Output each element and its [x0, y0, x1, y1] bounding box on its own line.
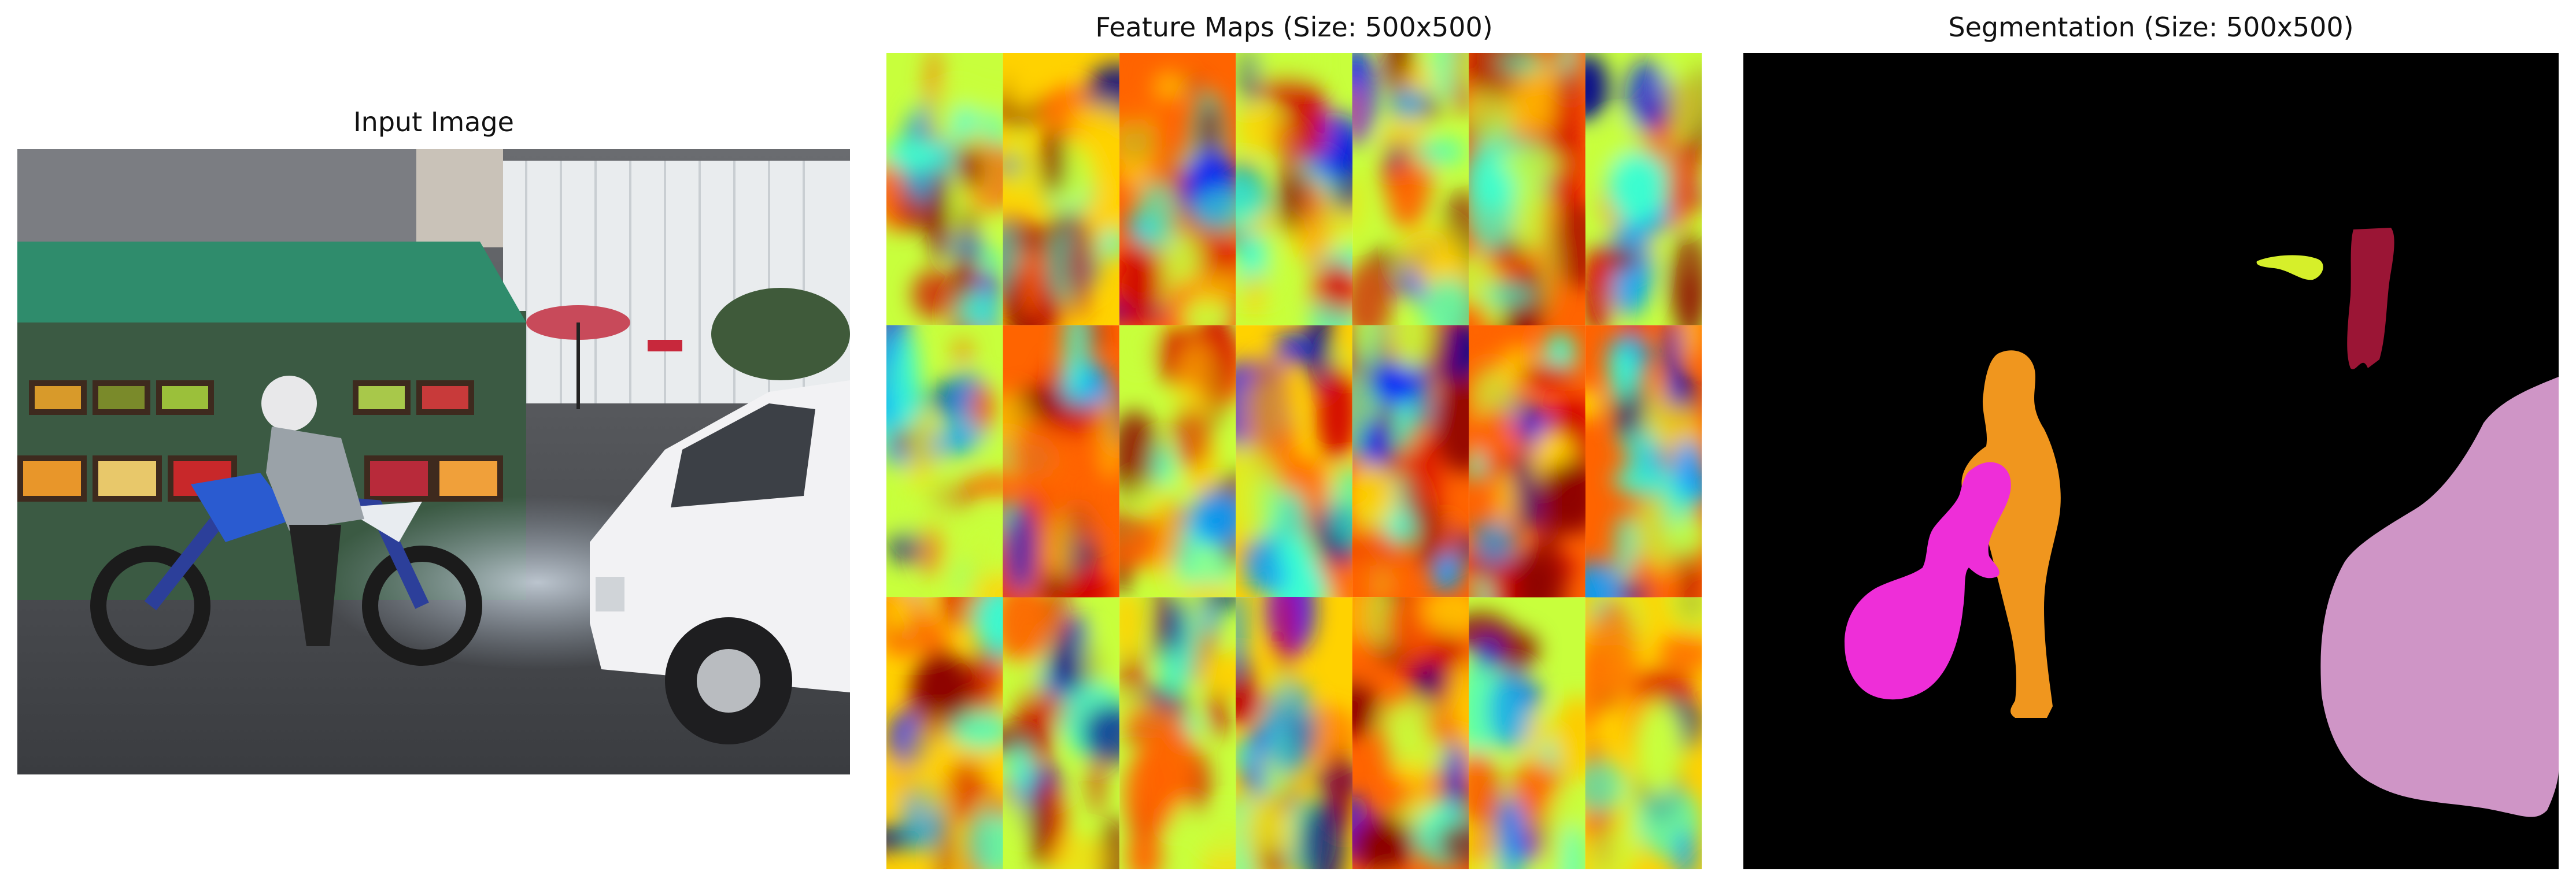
segment-rider: [1961, 350, 2061, 718]
input-image: [17, 149, 850, 774]
feature-map-cell: [1003, 325, 1119, 598]
feature-map-cell: [1236, 325, 1352, 598]
segment-motorcycle: [1845, 462, 2011, 700]
segment-van: [2320, 377, 2559, 817]
feature-map-cell: [1352, 325, 1469, 598]
feature-map-cell: [1003, 597, 1119, 869]
segment-small-object: [2256, 255, 2323, 280]
cafe-chair: [648, 340, 682, 351]
feature-map-cell: [1469, 597, 1585, 869]
stall-awning: [17, 242, 526, 322]
feature-map-cell: [1119, 325, 1236, 598]
feature-map-cell: [1352, 597, 1469, 869]
feature-maps-title: Feature Maps (Size: 500x500): [1095, 12, 1493, 43]
segment-person: [2347, 228, 2394, 369]
white-van: [590, 380, 850, 744]
segmentation-mask: [1743, 53, 2559, 869]
rider: [261, 376, 364, 646]
feature-map-cell: [886, 597, 1003, 869]
input-image-title: Input Image: [353, 106, 514, 138]
feature-maps-grid: [886, 53, 1702, 869]
feature-map-cell: [1119, 53, 1236, 325]
feature-map-cell: [1469, 53, 1585, 325]
segmentation-drawing: [1743, 53, 2559, 869]
feature-maps-drawing: [886, 53, 1702, 869]
feature-map-cell: [886, 325, 1003, 598]
feature-map-cell: [1236, 597, 1352, 869]
pillar: [416, 149, 503, 247]
segmentation-title: Segmentation (Size: 500x500): [1948, 12, 2354, 43]
feature-map-cell: [1236, 53, 1352, 325]
feature-map-cell: [1585, 597, 1702, 869]
hedge: [711, 288, 850, 380]
feature-map-cell: [1585, 325, 1702, 598]
feature-map-cell: [1585, 53, 1702, 325]
feature-map-cell: [1119, 597, 1236, 869]
wall: [17, 149, 422, 247]
feature-map-cell: [1352, 53, 1469, 325]
feature-map-cell: [1469, 325, 1585, 598]
input-image-drawing: [17, 149, 850, 774]
feature-map-cell: [1003, 53, 1119, 325]
feature-map-cell: [886, 53, 1003, 325]
